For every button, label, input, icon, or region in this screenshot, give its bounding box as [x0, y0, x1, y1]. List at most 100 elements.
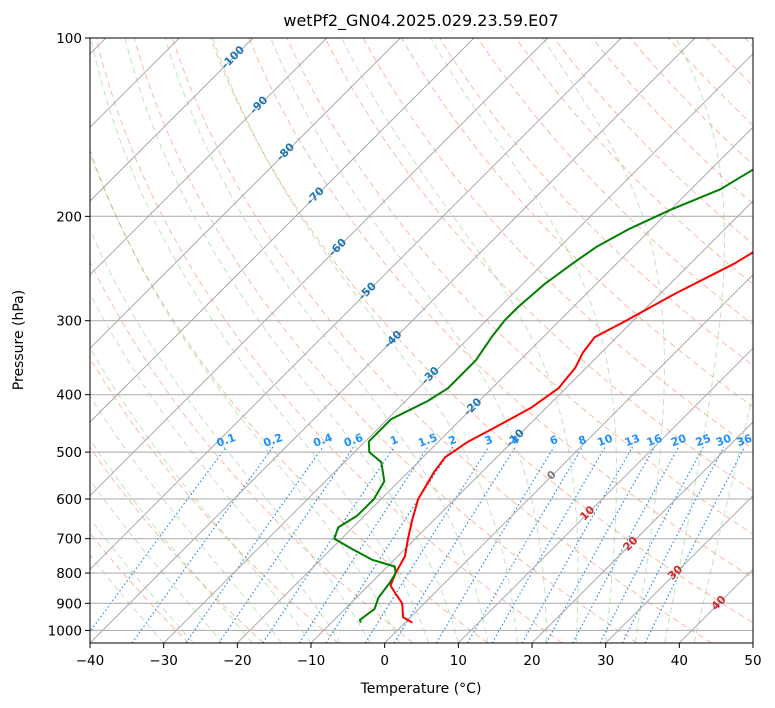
- dry-adiabat: [286, 38, 753, 535]
- isotherm-line: [163, 52, 753, 643]
- plot-frame: [89, 37, 754, 644]
- mixing-ratio-line: [393, 446, 516, 643]
- temperature-line: [389, 251, 753, 624]
- dry-adiabat: [591, 38, 753, 205]
- isotherm-line: [605, 494, 753, 643]
- y-tick-label: 500: [56, 445, 82, 461]
- y-tick-label: 400: [56, 388, 82, 404]
- mixing-ratio-label: 4: [509, 433, 521, 448]
- mixing-ratio-label: 0.6: [342, 431, 365, 450]
- isotherm-line: [457, 347, 753, 643]
- x-tick-label: −20: [223, 653, 252, 669]
- moist-adiabat: [212, 38, 518, 643]
- mixing-ratio-label: 36: [735, 432, 754, 450]
- mixing-ratio-line: [545, 446, 656, 643]
- y-tick-label: 1000: [48, 623, 82, 639]
- isotherm-line: [90, 38, 696, 643]
- dry-adiabat: [706, 38, 753, 87]
- dry-adiabat: [210, 38, 753, 624]
- mixing-ratio-line: [644, 446, 746, 643]
- moist-adiabat: [270, 38, 548, 643]
- mixing-ratio-label: 10: [596, 432, 615, 450]
- moist-adiabat: [90, 395, 282, 643]
- mixing-ratio-label: 13: [623, 432, 642, 449]
- mixing-ratio-label: 20: [669, 432, 688, 450]
- x-tick-label: 30: [597, 653, 614, 669]
- mixing-ratio-line: [90, 446, 227, 633]
- mixing-ratio-label: 16: [645, 432, 664, 450]
- y-tick-label: 100: [56, 31, 82, 47]
- mixing-ratio-label: 2: [447, 433, 459, 448]
- moist-adiabat: [90, 148, 400, 643]
- y-tick-label: 800: [56, 566, 82, 582]
- dewpoint-line: [333, 168, 753, 623]
- y-tick-label: 700: [56, 532, 82, 548]
- mixing-ratio-line: [262, 446, 395, 643]
- dry-adiabat: [90, 532, 190, 643]
- y-axis-label: Pressure (hPa): [11, 290, 27, 390]
- isotherm-line: [90, 38, 254, 202]
- mixing-ratio-label: 8: [577, 433, 589, 448]
- mixing-ratio-label: 30: [714, 432, 733, 450]
- moist-adiabat: [430, 38, 617, 643]
- isotherm-line: [90, 38, 328, 276]
- mixing-ratio-line: [325, 446, 454, 643]
- moist-adiabat: [90, 479, 223, 643]
- mixing-ratio-line: [435, 446, 555, 643]
- mixing-ratio-label: 6: [548, 433, 560, 448]
- dry-adiabat: [171, 38, 712, 643]
- mixing-ratio-label: 3: [483, 433, 495, 448]
- isotherm-line: [752, 642, 753, 643]
- dry-adiabat: [133, 38, 638, 643]
- dry-adiabat: [744, 38, 753, 48]
- y-tick-label: 600: [56, 492, 82, 508]
- moist-adiabat: [90, 438, 253, 643]
- moist-adiabat: [542, 38, 665, 643]
- dry-adiabat: [515, 38, 753, 285]
- isotherm-line: [236, 126, 753, 643]
- mixing-ratio-line: [364, 446, 490, 643]
- moist-adiabat: [90, 38, 430, 643]
- mixing-ratio-label: 1: [388, 433, 400, 448]
- moist-adiabat: [90, 517, 194, 643]
- isotherm-line: [678, 568, 753, 643]
- x-tick-label: 40: [671, 653, 688, 669]
- y-tick-label: 200: [56, 209, 82, 225]
- mixing-ratio-label: 1.5: [416, 431, 439, 450]
- y-tick-label: 300: [56, 314, 82, 330]
- dry-adiabat: [90, 357, 339, 643]
- isotherm-line: [90, 38, 549, 497]
- isotherm-line: [310, 200, 753, 643]
- mixing-ratio-label: 25: [694, 432, 713, 449]
- isotherm-line: [90, 38, 401, 350]
- dry-adiabat: [95, 38, 563, 643]
- y-tick-label: 900: [56, 596, 82, 612]
- dry-adiabat: [90, 446, 264, 643]
- mixing-ratio-line: [621, 446, 725, 643]
- mixing-ratio-line: [599, 446, 704, 643]
- moist-adiabat: [664, 38, 726, 643]
- x-tick-label: −10: [297, 653, 326, 669]
- x-tick-label: 50: [744, 653, 761, 669]
- mixing-ratio-line: [467, 446, 584, 643]
- mixing-ratio-label: 0.2: [262, 431, 285, 450]
- moist-adiabat: [341, 38, 579, 643]
- mixing-ratio-line: [298, 446, 429, 643]
- isotherm-line: [90, 38, 475, 423]
- moist-adiabat: [90, 346, 312, 643]
- mixing-ratio-line: [185, 446, 324, 643]
- mixing-ratio-line: [521, 446, 633, 643]
- dry-adiabat: [324, 38, 753, 492]
- moist-adiabat: [164, 38, 489, 643]
- x-tick-label: 10: [450, 653, 467, 669]
- dry-adiabat: [248, 38, 753, 579]
- x-tick-label: 20: [523, 653, 540, 669]
- isotherm-line: [531, 421, 753, 643]
- mixing-ratio-label: 0.1: [215, 431, 238, 450]
- moist-adiabat: [90, 228, 371, 643]
- moist-adiabat: [90, 292, 341, 643]
- x-tick-label: −40: [76, 653, 105, 669]
- moist-adiabat: [693, 391, 753, 643]
- mixing-ratio-line: [131, 446, 274, 643]
